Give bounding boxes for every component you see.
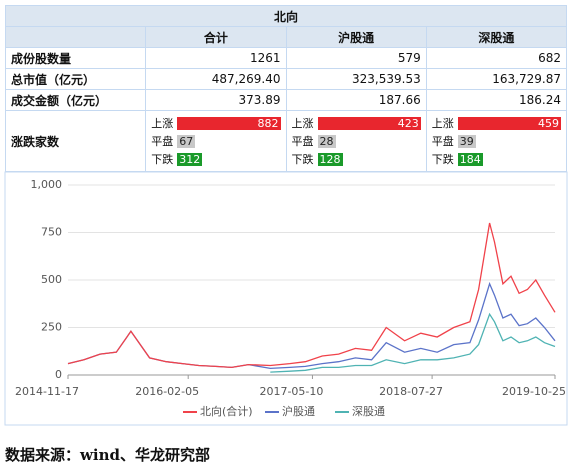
row: 成交金额（亿元） 373.89 187.66 186.24 xyxy=(4,89,568,111)
table-title: 北向 xyxy=(5,5,567,27)
x-tick-label: 2018-07-27 xyxy=(379,385,443,398)
y-tick-label: 250 xyxy=(41,321,62,334)
breadth-row: 上涨 423 xyxy=(292,114,421,132)
breadth-value: 882 xyxy=(177,116,281,130)
breadth-row: 下跌 128 xyxy=(292,150,421,168)
y-tick-label: 750 xyxy=(41,226,62,239)
legend-label: 深股通 xyxy=(352,405,385,418)
breadth-cell: 上涨 459 平盘 39 下跌 184 xyxy=(425,110,568,172)
breadth-label: 下跌 xyxy=(291,153,314,166)
row: 总市值（亿元） 487,269.40 323,539.53 163,729.87 xyxy=(4,68,568,90)
breadth-label: 下跌 xyxy=(151,153,174,166)
breadth-value: 128 xyxy=(317,152,343,166)
source: 数据来源：wind、华龙研究部 xyxy=(5,446,211,464)
breadth-label: 平盘 xyxy=(151,135,174,148)
row: 北向 xyxy=(5,5,567,27)
legend-label: 沪股通 xyxy=(282,404,315,418)
breadth-value: 423 xyxy=(317,116,421,130)
breadth-row: 上涨 459 xyxy=(432,114,561,132)
breadth-label: 平盘 xyxy=(431,135,454,148)
corner xyxy=(4,26,147,48)
breadth-row: 下跌 312 xyxy=(151,150,280,168)
y-tick-label: 1,000 xyxy=(31,178,63,191)
breadth-label: 上涨 xyxy=(291,117,314,130)
cell: 1261 xyxy=(145,47,287,69)
legend-label: 北向(合计) xyxy=(200,404,253,418)
breadth-row: 平盘 28 xyxy=(292,132,421,150)
cell: 373.89 xyxy=(145,89,287,111)
column-header: 沪股通 xyxy=(285,26,427,48)
cell: 186.24 xyxy=(425,89,568,111)
row-label: 涨跌家数 xyxy=(4,110,147,172)
row-label: 总市值（亿元） xyxy=(4,68,147,90)
y-tick-label: 500 xyxy=(41,273,62,286)
cell: 579 xyxy=(285,47,427,69)
breadth-row: 平盘 67 xyxy=(151,132,280,150)
breadth-label: 下跌 xyxy=(431,153,454,166)
x-tick-label: 2016-02-05 xyxy=(135,385,199,398)
table: 北向 合计 沪股通 深股通 成份股数量 1261 579 682 总市值（亿元） 487,269.… xyxy=(4,5,568,172)
cell: 163,729.87 xyxy=(425,68,568,90)
breadth-value: 312 xyxy=(177,152,203,166)
breadth-label: 上涨 xyxy=(431,117,454,130)
series-line xyxy=(67,281,556,370)
row: 涨跌家数 上涨 882 平盘 67 下跌 312 上涨 423 平盘 28 下跌 128 上涨 459 平盘 3… xyxy=(4,110,568,172)
column-header: 深股通 xyxy=(425,26,568,48)
breadth-label: 上涨 xyxy=(151,117,174,130)
y-tick-label: 0 xyxy=(55,368,62,381)
x-tick-label: 2019-10-25 xyxy=(502,385,566,398)
cell: 487,269.40 xyxy=(145,68,287,90)
x-tick-label: 2017-05-10 xyxy=(259,385,323,398)
x-tick-label: 2014-11-17 xyxy=(15,385,79,398)
breadth-value: 28 xyxy=(317,134,336,148)
cell: 682 xyxy=(425,47,568,69)
breadth-value: 184 xyxy=(457,152,483,166)
row-label: 成交金额（亿元） xyxy=(4,89,147,111)
series-line xyxy=(67,222,556,369)
breadth-value: 39 xyxy=(457,134,476,148)
column-header: 合计 xyxy=(145,26,287,48)
breadth-cell: 上涨 423 平盘 28 下跌 128 xyxy=(285,110,427,172)
breadth-row: 上涨 882 xyxy=(151,114,281,132)
breadth-cell: 上涨 882 平盘 67 下跌 312 xyxy=(145,110,287,172)
breadth-row: 平盘 39 xyxy=(432,132,561,150)
chart-frame xyxy=(4,171,568,426)
series-line xyxy=(270,312,556,373)
row: 合计 沪股通 深股通 xyxy=(4,26,568,48)
breadth-label: 平盘 xyxy=(291,135,314,148)
cell: 187.66 xyxy=(285,89,427,111)
row-label: 成份股数量 xyxy=(4,47,147,69)
row: 成份股数量 1261 579 682 xyxy=(4,47,568,69)
breadth-value: 67 xyxy=(177,134,196,148)
breadth-row: 下跌 184 xyxy=(432,150,561,168)
breadth-value: 459 xyxy=(457,116,561,130)
cell: 323,539.53 xyxy=(285,68,427,90)
